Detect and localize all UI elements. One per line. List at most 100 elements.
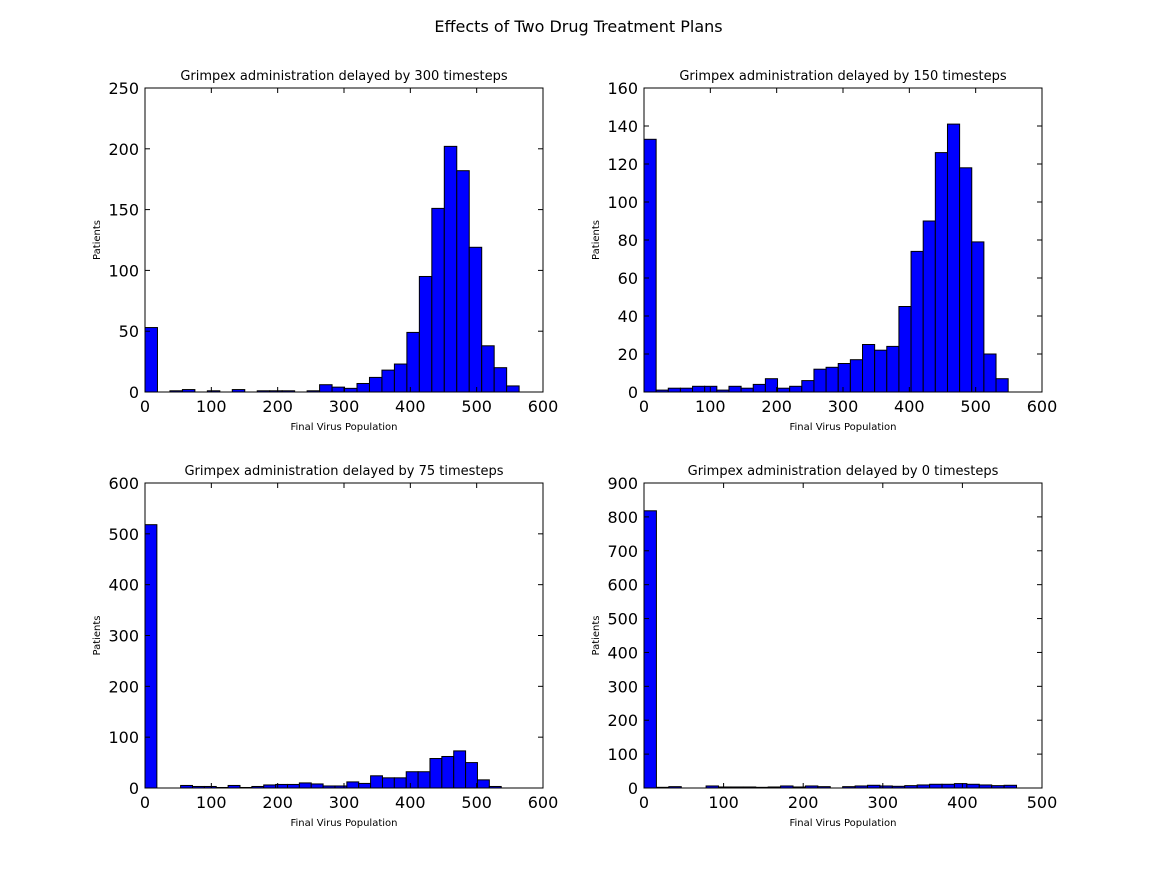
plot-frame xyxy=(144,482,544,789)
histogram-bar xyxy=(953,783,968,789)
histogram-bar xyxy=(886,345,900,393)
histogram-bar xyxy=(506,385,520,393)
histogram-bar xyxy=(381,777,395,789)
histogram-bar xyxy=(370,775,383,789)
histogram-bar xyxy=(298,782,312,789)
histogram-bar xyxy=(368,376,383,393)
y-tick-label: 140 xyxy=(607,117,638,136)
histogram-bar xyxy=(406,331,420,393)
y-tick-label: 400 xyxy=(108,576,139,595)
histogram-bar xyxy=(643,510,657,789)
histogram-bar xyxy=(393,363,408,393)
x-axis-label: Final Virus Population xyxy=(290,818,397,829)
histogram-bar xyxy=(346,781,360,789)
subplot-delay-0: Grimpex administration delayed by 0 time… xyxy=(591,464,1057,829)
x-axis-label: Final Virus Population xyxy=(290,422,397,433)
y-tick-label: 400 xyxy=(607,643,638,662)
histogram-bar xyxy=(356,382,370,393)
x-tick-label: 0 xyxy=(639,397,649,416)
histogram-bar xyxy=(465,762,478,789)
histogram-bar xyxy=(789,385,803,393)
y-tick-label: 100 xyxy=(607,745,638,764)
y-axis-label: Patients xyxy=(92,615,103,655)
y-tick-label: 600 xyxy=(108,474,139,493)
bars xyxy=(643,123,1009,393)
histogram-bar xyxy=(941,783,955,789)
y-tick-label: 100 xyxy=(607,193,638,212)
subplot-title: Grimpex administration delayed by 0 time… xyxy=(688,464,999,479)
x-tick-label: 0 xyxy=(140,793,150,812)
histogram-bar xyxy=(286,783,300,789)
histogram-bar xyxy=(801,380,815,393)
histogram-bar xyxy=(344,387,358,393)
y-tick-label: 900 xyxy=(607,474,638,493)
y-tick-label: 500 xyxy=(607,610,638,629)
histogram-bar xyxy=(493,367,508,393)
histogram-bar xyxy=(910,250,924,393)
y-tick-label: 150 xyxy=(108,201,139,220)
x-tick-label: 300 xyxy=(329,397,360,416)
y-tick-label: 200 xyxy=(108,677,139,696)
histogram-bar xyxy=(144,327,158,393)
x-tick-label: 500 xyxy=(960,397,991,416)
y-axis-label: Patients xyxy=(591,220,602,260)
x-tick-label: 600 xyxy=(528,397,559,416)
x-tick-label: 200 xyxy=(262,397,293,416)
y-tick-label: 50 xyxy=(119,322,139,341)
subplot-title: Grimpex administration delayed by 150 ti… xyxy=(679,69,1007,84)
y-tick-label: 40 xyxy=(618,307,638,326)
bars xyxy=(144,145,520,393)
x-tick-label: 300 xyxy=(868,793,899,812)
x-tick-label: 400 xyxy=(395,793,426,812)
histogram-bar xyxy=(679,387,694,393)
y-axis-label: Patients xyxy=(591,615,602,655)
histogram-bar xyxy=(667,387,681,393)
subplot-delay-150: Grimpex administration delayed by 150 ti… xyxy=(591,69,1057,433)
x-tick-label: 400 xyxy=(894,397,925,416)
y-tick-label: 200 xyxy=(607,711,638,730)
x-tick-label: 200 xyxy=(262,793,293,812)
x-tick-label: 0 xyxy=(140,397,150,416)
histogram-bar xyxy=(922,220,936,393)
y-tick-label: 100 xyxy=(108,728,139,747)
x-tick-label: 600 xyxy=(1027,397,1058,416)
histogram-bar xyxy=(441,755,455,789)
subplot-title: Grimpex administration delayed by 75 tim… xyxy=(184,464,503,479)
histogram-bar xyxy=(692,385,706,393)
y-tick-label: 200 xyxy=(108,140,139,159)
histogram-bar xyxy=(319,384,333,393)
y-axis-label: Patients xyxy=(92,220,103,260)
histogram-bar xyxy=(971,241,985,393)
histogram-bar xyxy=(468,246,483,393)
histogram-bar xyxy=(481,345,495,393)
x-tick-label: 400 xyxy=(947,793,978,812)
y-tick-label: 120 xyxy=(607,155,638,174)
histogram-bar xyxy=(728,385,742,393)
y-tick-label: 800 xyxy=(607,508,638,527)
y-tick-label: 20 xyxy=(618,345,638,364)
x-tick-label: 500 xyxy=(461,793,492,812)
y-tick-label: 0 xyxy=(129,383,139,402)
histogram-bar xyxy=(849,359,864,393)
histogram-bar xyxy=(429,758,443,789)
y-tick-label: 160 xyxy=(607,79,638,98)
y-tick-label: 300 xyxy=(108,627,139,646)
histogram-bar xyxy=(431,207,445,393)
histogram-bar xyxy=(456,170,470,393)
histogram-bar xyxy=(777,387,791,393)
y-tick-label: 80 xyxy=(618,231,638,250)
histogram-bar xyxy=(381,369,395,393)
histogram-bar xyxy=(959,167,973,393)
y-tick-label: 500 xyxy=(108,525,139,544)
plot-frame xyxy=(643,87,1043,393)
histogram-bar xyxy=(144,524,158,789)
histogram-bar xyxy=(929,783,943,789)
y-tick-label: 600 xyxy=(607,576,638,595)
histogram-bar xyxy=(405,771,419,789)
x-axis-label: Final Virus Population xyxy=(789,422,896,433)
histogram-bar xyxy=(476,779,490,789)
histogram-bar xyxy=(453,750,467,789)
x-tick-label: 100 xyxy=(196,397,227,416)
histogram-bar xyxy=(443,145,458,393)
